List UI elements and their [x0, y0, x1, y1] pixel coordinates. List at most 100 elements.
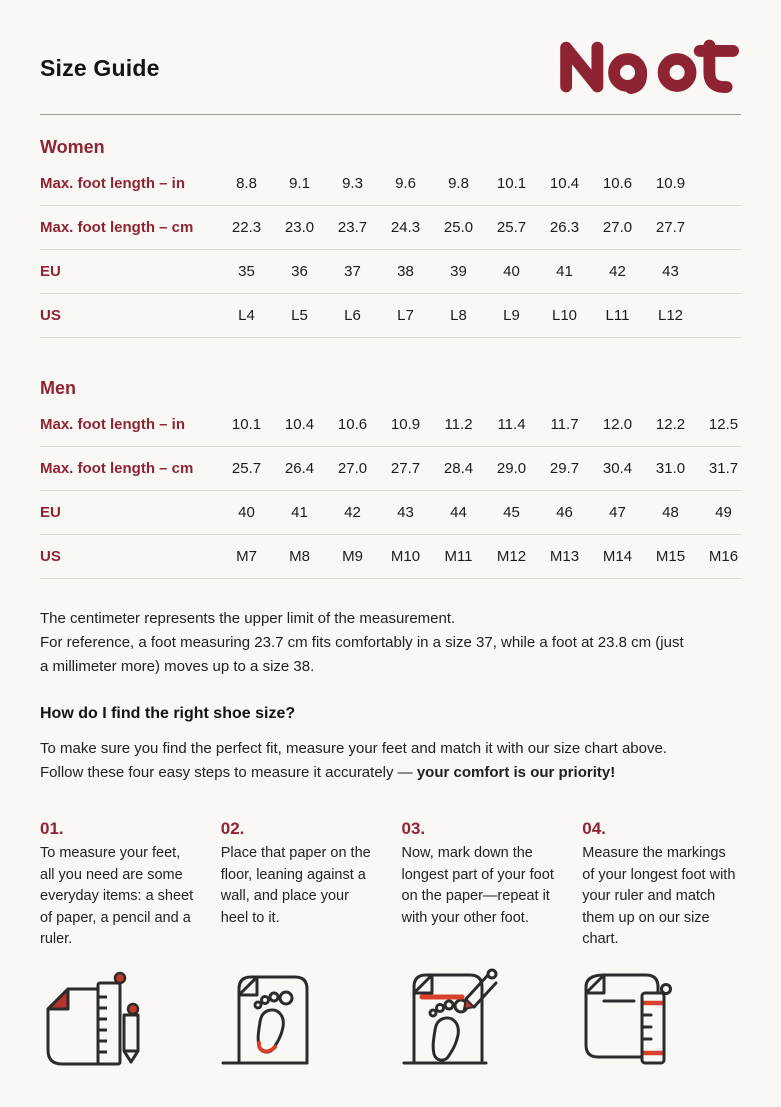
- table-row: EU 40 41 42 43 44 45 46 47 48 49: [40, 491, 741, 535]
- size-value-cell: 44: [450, 504, 467, 521]
- row-label: Max. foot length – in: [40, 416, 185, 433]
- size-value-cell: 42: [344, 504, 361, 521]
- size-value-cell: M13: [549, 548, 580, 565]
- size-value-cell: 12.0: [602, 416, 633, 433]
- header: Size Guide: [40, 39, 741, 96]
- size-value-cell: 48: [662, 504, 679, 521]
- size-value-cell: 47: [609, 504, 626, 521]
- step-text: Measure the markings of your longest foo…: [582, 845, 736, 947]
- size-value-cell: 23.7: [337, 219, 368, 236]
- size-value-cell: 36: [291, 263, 308, 280]
- size-value-cell: 42: [609, 263, 626, 280]
- size-value-cell: M11: [444, 548, 473, 565]
- section-heading: Men: [40, 378, 76, 398]
- size-value-cell: 29.7: [549, 460, 580, 477]
- size-value-cell: 9.6: [395, 175, 416, 192]
- size-value-cell: L7: [397, 307, 414, 324]
- mark-foot-pencil-icon: [402, 967, 561, 1071]
- size-value-cell: 27.0: [602, 219, 633, 236]
- size-value-cell: 31.0: [655, 460, 686, 477]
- paper-footprint-icon: [221, 967, 380, 1071]
- size-value-cell: 11.7: [550, 416, 579, 433]
- size-value-cell: 31.7: [708, 460, 739, 477]
- size-value-cell: 41: [556, 263, 573, 280]
- size-value-cell: 10.4: [284, 416, 315, 433]
- size-value-cell: 10.4: [549, 175, 580, 192]
- note-line: The centimeter represents the upper limi…: [40, 610, 456, 627]
- size-value-cell: 35: [238, 263, 255, 280]
- size-value-cell: 41: [291, 504, 308, 521]
- size-value-cell: M15: [655, 548, 686, 565]
- size-value-cell: 9.8: [448, 175, 469, 192]
- table-row: Max. foot length – cm 25.7 26.4 27.0 27.7 28.…: [40, 447, 741, 491]
- size-value-cell: L10: [551, 307, 578, 324]
- size-value-cell: 37: [344, 263, 361, 280]
- row-label: US: [40, 548, 61, 565]
- size-value-cell: 10.1: [231, 416, 262, 433]
- size-value-cell: 23.0: [284, 219, 315, 236]
- size-value-cell: L9: [503, 307, 520, 324]
- step-item: 03. Now, mark down the longest part of yo…: [402, 819, 561, 951]
- size-value-cell: L4: [238, 307, 255, 324]
- paper-ruler-pencil-icon: [40, 967, 199, 1071]
- size-value-cell: M10: [390, 548, 421, 565]
- size-value-cell: M9: [342, 548, 363, 565]
- size-value-cell: 49: [715, 504, 732, 521]
- size-value-cell: 24.3: [390, 219, 421, 236]
- table-row: EU 35 36 37 38 39 40 41 42 43: [40, 250, 741, 294]
- header-divider: [40, 114, 741, 115]
- size-value-cell: 8.8: [236, 175, 257, 192]
- size-value-cell: L5: [291, 307, 308, 324]
- size-value-cell: 26.3: [549, 219, 580, 236]
- row-label: Max. foot length – cm: [40, 219, 194, 236]
- size-value-cell: 25.7: [496, 219, 527, 236]
- size-value-cell: 40: [238, 504, 255, 521]
- step-number: 04.: [582, 819, 606, 838]
- step-number: 01.: [40, 819, 64, 838]
- table-row: Max. foot length – in 8.8 9.1 9.3 9.6 9.8 10.1…: [40, 162, 741, 206]
- size-value-cell: 27.7: [390, 460, 421, 477]
- size-value-cell: 25.0: [443, 219, 474, 236]
- size-value-cell: 27.7: [655, 219, 686, 236]
- row-label: EU: [40, 504, 61, 521]
- table-row: US M7 M8 M9 M10 M11 M12 M13 M14 M15 M16: [40, 535, 741, 579]
- table-row: Max. foot length – cm 22.3 23.0 23.7 24.3 25.…: [40, 206, 741, 250]
- measurement-notes: The centimeter represents the upper limi…: [40, 607, 688, 679]
- row-label: EU: [40, 263, 61, 280]
- size-value-cell: 43: [662, 263, 679, 280]
- section-heading: Women: [40, 137, 105, 157]
- size-value-cell: 45: [503, 504, 520, 521]
- size-value-cell: 10.6: [337, 416, 368, 433]
- size-tables: Women Max. foot length – in 8.8 9.1 9.3 9.6 9.…: [40, 137, 741, 579]
- step-number: 03.: [401, 819, 426, 838]
- howto-intro-text: To make sure you find the perfect fit, m…: [40, 740, 667, 781]
- size-value-cell: 46: [556, 504, 573, 521]
- size-value-cell: L8: [450, 307, 467, 324]
- size-value-cell: 28.4: [443, 460, 474, 477]
- size-table-women: Women Max. foot length – in 8.8 9.1 9.3 9.6 9.…: [40, 137, 741, 338]
- size-value-cell: 30.4: [602, 460, 633, 477]
- size-value-cell: 10.1: [496, 175, 527, 192]
- size-value-cell: 26.4: [284, 460, 315, 477]
- size-value-cell: 43: [397, 504, 414, 521]
- row-label: Max. foot length – in: [40, 175, 185, 192]
- step-item: 01. To measure your feet, all you need ar…: [40, 819, 199, 951]
- size-value-cell: 12.5: [708, 416, 739, 433]
- size-value-cell: 25.7: [231, 460, 262, 477]
- note-line: For reference, a foot measuring 23.7 cm …: [40, 634, 684, 675]
- howto-intro: To make sure you find the perfect fit, m…: [40, 737, 700, 785]
- size-value-cell: M16: [708, 548, 739, 565]
- size-value-cell: M14: [602, 548, 633, 565]
- steps: 01. To measure your feet, all you need ar…: [40, 819, 741, 951]
- size-value-cell: L12: [657, 307, 684, 324]
- howto-heading: How do I find the right shoe size?: [40, 705, 296, 722]
- size-value-cell: 9.3: [342, 175, 363, 192]
- size-value-cell: 27.0: [337, 460, 368, 477]
- step-item: 04. Measure the markings of your longest …: [582, 819, 741, 951]
- size-value-cell: 9.1: [289, 175, 310, 192]
- step-text: Now, mark down the longest part of your …: [401, 845, 554, 926]
- size-value-cell: 10.9: [655, 175, 686, 192]
- size-value-cell: M8: [289, 548, 310, 565]
- row-label: US: [40, 307, 61, 324]
